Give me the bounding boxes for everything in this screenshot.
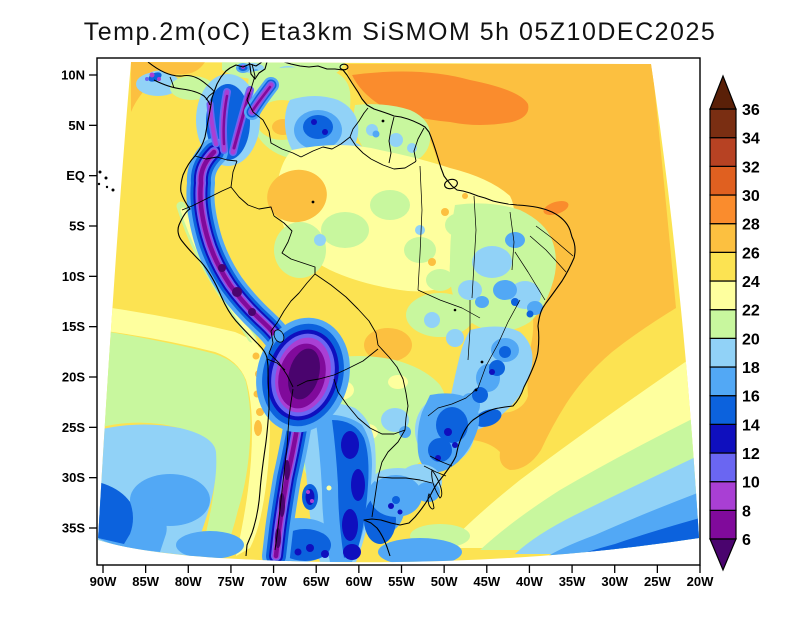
lon-tick-label: 25W — [644, 574, 671, 589]
lat-tick-label: 30S — [62, 470, 85, 485]
lon-tick-label: 45W — [473, 574, 500, 589]
colorbar-tick-label: 34 — [742, 131, 760, 148]
lat-tick-label: 20S — [62, 370, 85, 385]
colorbar-segment — [710, 482, 736, 511]
colorbar-tick-label: 14 — [742, 417, 760, 434]
colorbar-segment — [710, 281, 736, 310]
colorbar-segment — [710, 138, 736, 167]
lon-tick-label: 30W — [601, 574, 628, 589]
colorbar-tick-label: 24 — [742, 274, 760, 291]
lat-tick-label: 5S — [69, 219, 85, 234]
colorbar-tick-label: 32 — [742, 159, 760, 176]
colorbar-segment — [710, 310, 736, 339]
colorbar-tick-label: 26 — [742, 245, 760, 262]
lon-tick-label: 50W — [431, 574, 458, 589]
lat-tick-label: 15S — [62, 319, 85, 334]
colorbar-segment — [710, 224, 736, 253]
colorbar-segment — [710, 166, 736, 195]
colorbar-tick-label: 8 — [742, 503, 751, 520]
colorbar-tick-label: 6 — [742, 532, 751, 549]
colorbar-tick-label: 12 — [742, 446, 760, 463]
lat-tick-label: 25S — [62, 420, 85, 435]
colorbar-tick-label: 16 — [742, 389, 760, 406]
colorbar-arrow-down — [710, 539, 736, 570]
colorbar-tick-label: 30 — [742, 188, 760, 205]
lat-tick-label: EQ — [66, 168, 85, 183]
lon-tick-label: 35W — [559, 574, 586, 589]
lon-tick-label: 80W — [175, 574, 202, 589]
lon-tick-label: 65W — [303, 574, 330, 589]
colorbar-segment — [710, 510, 736, 539]
colorbar-segment — [710, 453, 736, 482]
colorbar-tick-label: 36 — [742, 102, 760, 119]
colorbar-segment — [710, 338, 736, 367]
map-title: Temp.2m(oC) Eta3km SiSMOM 5h 05Z10DEC202… — [84, 18, 717, 46]
colorbar-tick-label: 18 — [742, 360, 760, 377]
lon-tick-label: 55W — [388, 574, 415, 589]
colorbar-tick-label: 28 — [742, 217, 760, 234]
colorbar-tick-label: 10 — [742, 475, 760, 492]
weather-map-page: Temp.2m(oC) Eta3km SiSMOM 5h 05Z10DEC202… — [0, 0, 800, 618]
colorbar-tick-label: 22 — [742, 303, 760, 320]
map-svg: Temp.2m(oC) Eta3km SiSMOM 5h 05Z10DEC202… — [0, 0, 800, 618]
colorbar-segment — [710, 396, 736, 425]
lat-tick-label: 10N — [61, 68, 85, 83]
lon-tick-label: 90W — [90, 574, 117, 589]
lon-tick-label: 60W — [345, 574, 372, 589]
colorbar-segment — [710, 195, 736, 224]
colorbar-segment — [710, 367, 736, 396]
lat-tick-label: 10S — [62, 269, 85, 284]
colorbar-segment — [710, 424, 736, 453]
colorbar-segment — [710, 109, 736, 138]
lon-axis: 90W 85W 80W 75W 70W 65W 60W 55W 50W 45W 40W 35W 30W 2… — [90, 565, 714, 589]
lat-tick-label: 5N — [68, 118, 85, 133]
colorbar: 36 34 32 30 28 26 24 22 20 18 16 14 12 10 8 6 — [710, 76, 760, 570]
colorbar-arrow-up — [710, 76, 736, 109]
colorbar-tick-label: 20 — [742, 331, 760, 348]
temperature-field — [90, 55, 710, 570]
lon-tick-label: 75W — [218, 574, 245, 589]
lon-tick-label: 70W — [260, 574, 287, 589]
lon-tick-label: 20W — [687, 574, 714, 589]
galapagos-islands — [98, 171, 115, 192]
lat-tick-label: 35S — [62, 521, 85, 536]
lon-tick-label: 85W — [132, 574, 159, 589]
lon-tick-label: 40W — [516, 574, 543, 589]
lat-axis: 10N 5N EQ 5S 10S 15S 20S 25S 30S 35S — [61, 68, 97, 536]
colorbar-segment — [710, 252, 736, 281]
